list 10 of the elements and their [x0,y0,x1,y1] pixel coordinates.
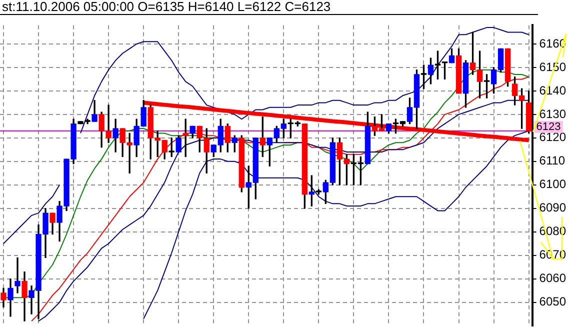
chart-title: st:11.10.2006 05:00:00 O=6135 H=6140 L=6122 C=6123 [0,0,538,15]
y-tick-label: 6120 [539,130,566,144]
y-tick-label: 6050 [539,294,566,309]
y-tick-label: 6060 [539,271,566,286]
y-tick-label: 6090 [539,200,566,215]
y-tick-label: 6110 [539,154,566,168]
candlestick [14,257,20,294]
y-tick-label: 6130 [539,106,566,121]
y-tick-label: 6100 [539,177,566,192]
ref-line-label: 6123 [536,120,561,133]
